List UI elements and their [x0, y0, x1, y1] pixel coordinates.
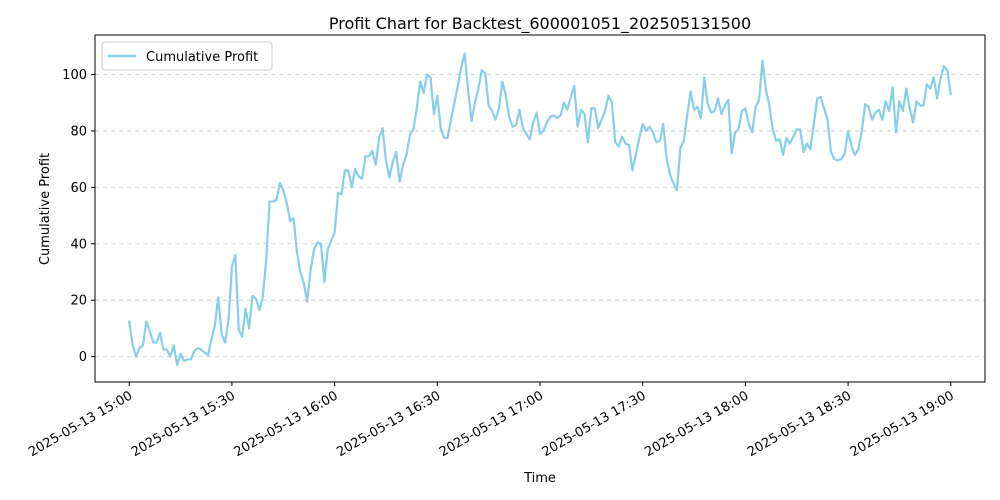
- y-tick-label: 80: [70, 124, 87, 139]
- y-axis-label: Cumulative Profit: [38, 153, 53, 265]
- y-tick-label: 0: [79, 350, 87, 365]
- legend-label: Cumulative Profit: [146, 50, 258, 65]
- x-axis-label: Time: [523, 471, 556, 486]
- y-tick-label: 60: [70, 181, 87, 196]
- series-line-cumulative-profit: [128, 52, 952, 367]
- legend-box: [101, 41, 273, 71]
- chart-title: Profit Chart for Backtest_600001051_2025…: [329, 14, 751, 34]
- y-tick-label: 100: [62, 68, 87, 83]
- legend: Cumulative Profit: [101, 41, 273, 71]
- y-tick-label: 20: [70, 294, 87, 309]
- series-area: [128, 52, 952, 367]
- y-axis: 0 20 40 60 80 100: [62, 68, 95, 365]
- y-tick-label: 40: [70, 237, 87, 252]
